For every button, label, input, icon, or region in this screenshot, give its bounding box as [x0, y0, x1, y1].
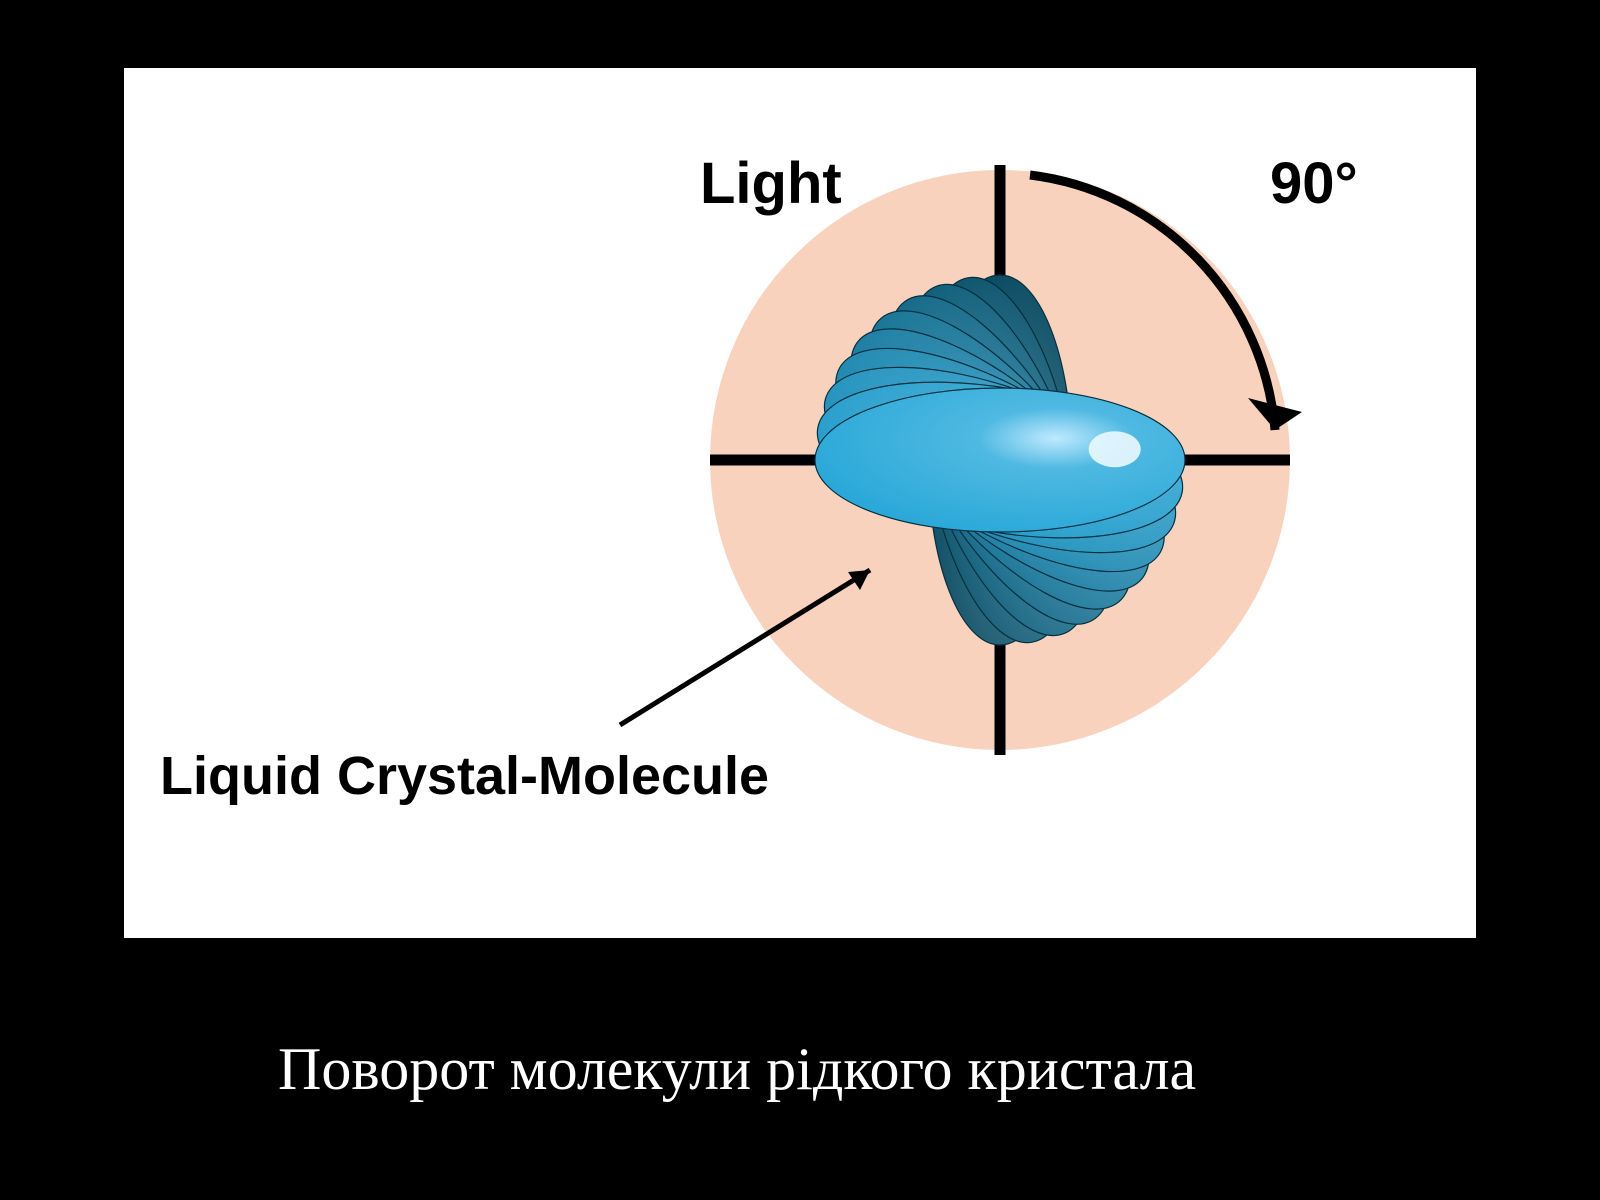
angle-label: 90°: [1270, 150, 1358, 217]
diagram-panel: Light 90° Liquid Crystal-Molecule: [124, 68, 1476, 938]
slide-caption: Поворот молекули рідкого кристала: [278, 1035, 1196, 1104]
light-label: Light: [700, 150, 842, 217]
molecule-label: Liquid Crystal-Molecule: [160, 745, 769, 807]
slide: Light 90° Liquid Crystal-Molecule Поворо…: [0, 0, 1600, 1200]
